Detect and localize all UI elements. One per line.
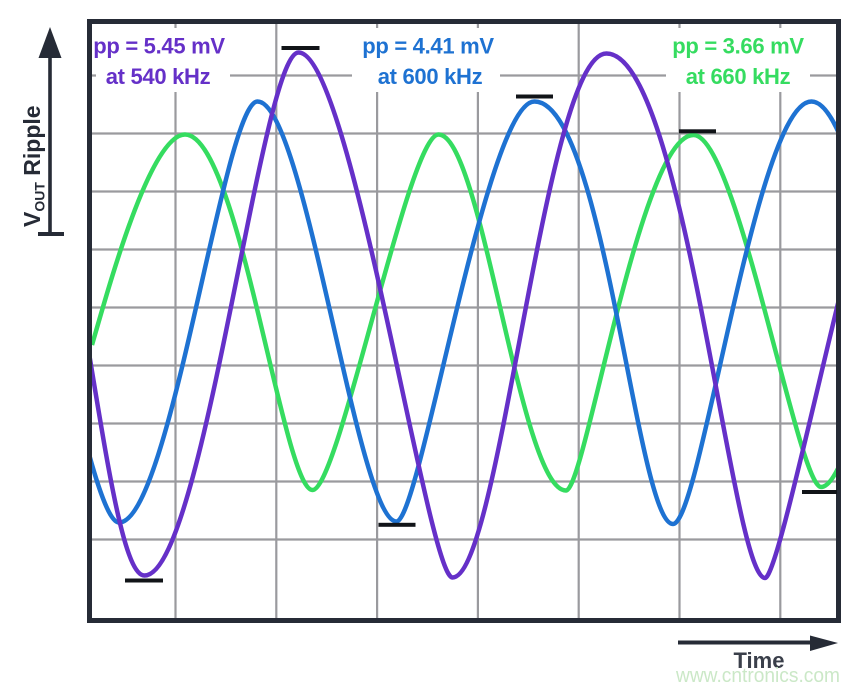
svg-text:pp = 4.41 mV: pp = 4.41 mV <box>362 34 494 59</box>
svg-text:at 600 kHz: at 600 kHz <box>378 64 483 89</box>
svg-text:VOUT Ripple: VOUT Ripple <box>19 105 48 227</box>
svg-text:at 660 kHz: at 660 kHz <box>686 64 791 89</box>
svg-text:www.cntronics.com: www.cntronics.com <box>675 665 840 687</box>
svg-text:pp = 3.66 mV: pp = 3.66 mV <box>672 34 804 59</box>
svg-text:Time: Time <box>734 648 785 673</box>
svg-text:at 540 kHz: at 540 kHz <box>106 64 211 89</box>
svg-text:pp = 5.45 mV: pp = 5.45 mV <box>93 34 225 59</box>
